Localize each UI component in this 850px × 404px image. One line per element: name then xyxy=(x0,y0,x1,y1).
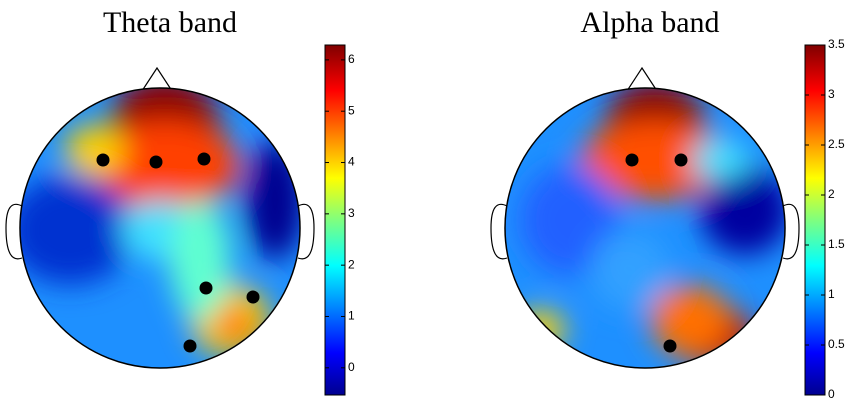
right-ear xyxy=(297,203,315,260)
colorbar-tick-label: 3 xyxy=(348,206,355,220)
map-region xyxy=(650,285,730,355)
topomap-panel: Theta band 0 1 2 3 4 5 6 xyxy=(5,6,355,396)
left-ear xyxy=(5,203,23,260)
right-ear xyxy=(782,203,800,260)
map-region xyxy=(20,175,135,285)
map-region xyxy=(90,120,240,210)
electrode xyxy=(197,152,211,166)
scalp-map xyxy=(505,88,785,368)
colorbar-tick-label: 3.5 xyxy=(828,37,845,51)
map-region xyxy=(590,230,670,310)
colorbar-tick-label: 2 xyxy=(828,187,835,201)
electrode xyxy=(149,155,163,169)
colorbar xyxy=(804,44,826,396)
electrode xyxy=(663,339,677,353)
electrode xyxy=(625,153,639,167)
map-region xyxy=(170,200,230,320)
map-region xyxy=(700,165,785,255)
colorbar-tick-label: 1.5 xyxy=(828,237,845,251)
map-region xyxy=(245,140,300,260)
map-region xyxy=(215,307,255,343)
map-region xyxy=(580,120,730,200)
map-region xyxy=(690,140,750,180)
colorbar-tick-label: 0.5 xyxy=(828,337,845,351)
map-region xyxy=(65,125,125,175)
electrode xyxy=(96,153,110,167)
colorbar-tick-label: 2 xyxy=(348,257,355,271)
colorbar-tick-label: 5 xyxy=(348,103,355,117)
electrode xyxy=(246,290,260,304)
topomap-panel: Alpha band 0 0.5 1 1.5 2 2.5 3 3.5 xyxy=(490,6,845,401)
head-outline xyxy=(504,87,786,369)
colorbar-tick-label: 6 xyxy=(348,52,355,66)
scalp-map xyxy=(20,88,300,368)
map-region xyxy=(520,165,620,275)
panel-title: Alpha band xyxy=(580,6,719,39)
colorbar-tick-label: 3 xyxy=(828,87,835,101)
colorbar-tick-label: 1 xyxy=(828,287,835,301)
colorbar xyxy=(324,44,346,396)
colorbar-tick-label: 1 xyxy=(348,309,355,323)
head-outline xyxy=(19,87,301,369)
colorbar-tick-label: 2.5 xyxy=(828,137,845,151)
colorbar-tick-label: 0 xyxy=(348,360,355,374)
electrode xyxy=(674,153,688,167)
nose xyxy=(624,66,660,95)
nose xyxy=(139,66,175,95)
colorbar-tick-label: 0 xyxy=(828,387,835,401)
map-region xyxy=(515,310,565,350)
electrode xyxy=(183,339,197,353)
colorbar-tick-label: 4 xyxy=(348,155,355,169)
electrode xyxy=(199,281,213,295)
left-ear xyxy=(490,203,508,260)
panel-title: Theta band xyxy=(103,6,237,39)
